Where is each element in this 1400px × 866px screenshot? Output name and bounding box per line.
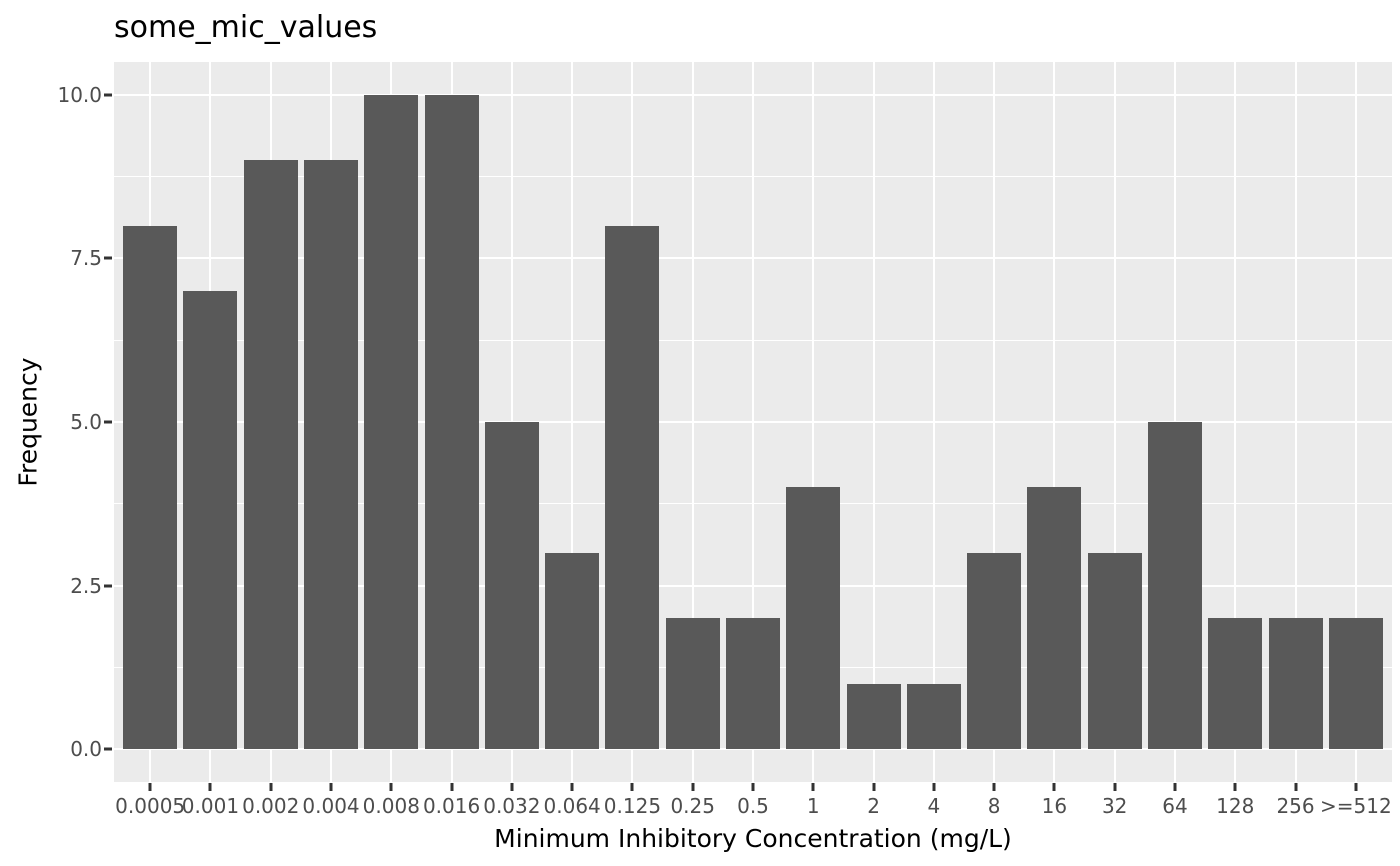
- x-tick-label: 0.001: [181, 794, 240, 818]
- y-tick-label: 7.5: [70, 246, 102, 271]
- x-tick-label: 0.008: [362, 794, 420, 818]
- x-tick-label: 16: [1041, 794, 1068, 818]
- x-tick-mark: [1233, 783, 1237, 791]
- bar-64: [1148, 422, 1202, 750]
- x-tick-mark: [630, 783, 634, 791]
- bar-0.004: [304, 160, 358, 750]
- x-tick-mark: [1354, 783, 1358, 791]
- x-tick-label: >=512: [1319, 794, 1392, 818]
- bar-0.25: [666, 618, 720, 750]
- x-tick-label: 2: [867, 794, 880, 818]
- y-tick-mark: [104, 747, 112, 751]
- x-tick-label: 8: [987, 794, 1001, 818]
- bar-4: [907, 683, 961, 750]
- y-tick-label: 5.0: [70, 410, 102, 434]
- x-gridline-major: [1234, 62, 1237, 782]
- x-tick-mark: [1113, 783, 1117, 791]
- x-gridline-major: [691, 62, 694, 782]
- bar-0.5: [726, 618, 780, 750]
- x-tick-mark: [751, 783, 755, 791]
- plot-panel: [114, 62, 1392, 782]
- y-tick-label: 0.0: [70, 737, 102, 762]
- y-tick-label: 2.5: [70, 573, 102, 598]
- x-tick-mark: [329, 783, 333, 791]
- x-tick-label: 256: [1276, 794, 1315, 818]
- bar-2: [847, 683, 901, 750]
- x-tick-mark: [450, 783, 454, 791]
- x-tick-mark: [811, 783, 815, 791]
- bar-16: [1027, 487, 1081, 750]
- x-tick-label: 1: [806, 794, 820, 818]
- x-tick-mark: [208, 783, 212, 791]
- bar-0.002: [244, 160, 298, 750]
- bar-0.0005: [123, 225, 177, 750]
- x-axis-title: Minimum Inhibitory Concentration (mg/L): [494, 824, 1012, 853]
- x-tick-mark: [872, 783, 876, 791]
- x-tick-label: 0.5: [737, 794, 769, 818]
- x-gridline-major: [993, 62, 996, 782]
- x-gridline-major: [1053, 62, 1056, 782]
- x-tick-mark: [691, 783, 695, 791]
- bar-32: [1088, 552, 1142, 750]
- x-tick-mark: [510, 783, 514, 791]
- bar-0.125: [605, 225, 659, 750]
- x-gridline-major: [571, 62, 574, 782]
- bar-0.064: [545, 552, 599, 750]
- bar->=512: [1329, 618, 1383, 750]
- bar-0.008: [364, 94, 418, 750]
- x-tick-label: 128: [1216, 794, 1255, 818]
- x-tick-mark: [269, 783, 273, 791]
- x-tick-label: 4: [927, 794, 941, 818]
- x-gridline-major: [812, 62, 815, 782]
- bar-128: [1208, 618, 1262, 750]
- x-tick-mark: [1173, 783, 1177, 791]
- y-tick-mark: [104, 93, 112, 97]
- x-tick-label: 0.032: [483, 794, 541, 818]
- x-tick-mark: [992, 783, 996, 791]
- x-tick-label: 0.016: [422, 794, 481, 818]
- x-tick-mark: [570, 783, 574, 791]
- x-tick-mark: [1052, 783, 1056, 791]
- x-tick-mark: [389, 783, 393, 791]
- x-tick-label: 0.25: [670, 794, 715, 818]
- y-tick-mark: [104, 256, 112, 260]
- x-tick-label: 0.004: [302, 794, 360, 818]
- bar-8: [967, 552, 1021, 750]
- x-gridline-major: [1113, 62, 1116, 782]
- x-tick-mark: [1294, 783, 1298, 791]
- y-tick-mark: [104, 420, 112, 424]
- x-gridline-major: [932, 62, 935, 782]
- x-tick-label: 0.125: [603, 794, 662, 818]
- x-tick-label: 32: [1101, 794, 1128, 818]
- x-tick-mark: [148, 783, 152, 791]
- bar-256: [1269, 618, 1323, 750]
- x-tick-label: 0.0005: [115, 794, 186, 818]
- bar-1: [786, 487, 840, 750]
- x-tick-mark: [932, 783, 936, 791]
- y-tick-label: 10.0: [57, 82, 102, 107]
- x-gridline-major: [1354, 62, 1357, 782]
- bar-0.032: [485, 422, 539, 750]
- x-tick-label: 0.064: [543, 794, 601, 818]
- x-gridline-major: [752, 62, 754, 782]
- bar-0.016: [425, 94, 479, 750]
- x-gridline-major: [1294, 62, 1297, 782]
- chart-title: some_mic_values: [114, 10, 378, 45]
- x-gridline-major: [872, 62, 875, 782]
- y-tick-mark: [104, 584, 112, 588]
- bar-0.001: [183, 291, 237, 750]
- x-tick-label: 0.002: [242, 794, 300, 818]
- x-tick-label: 64: [1162, 794, 1188, 818]
